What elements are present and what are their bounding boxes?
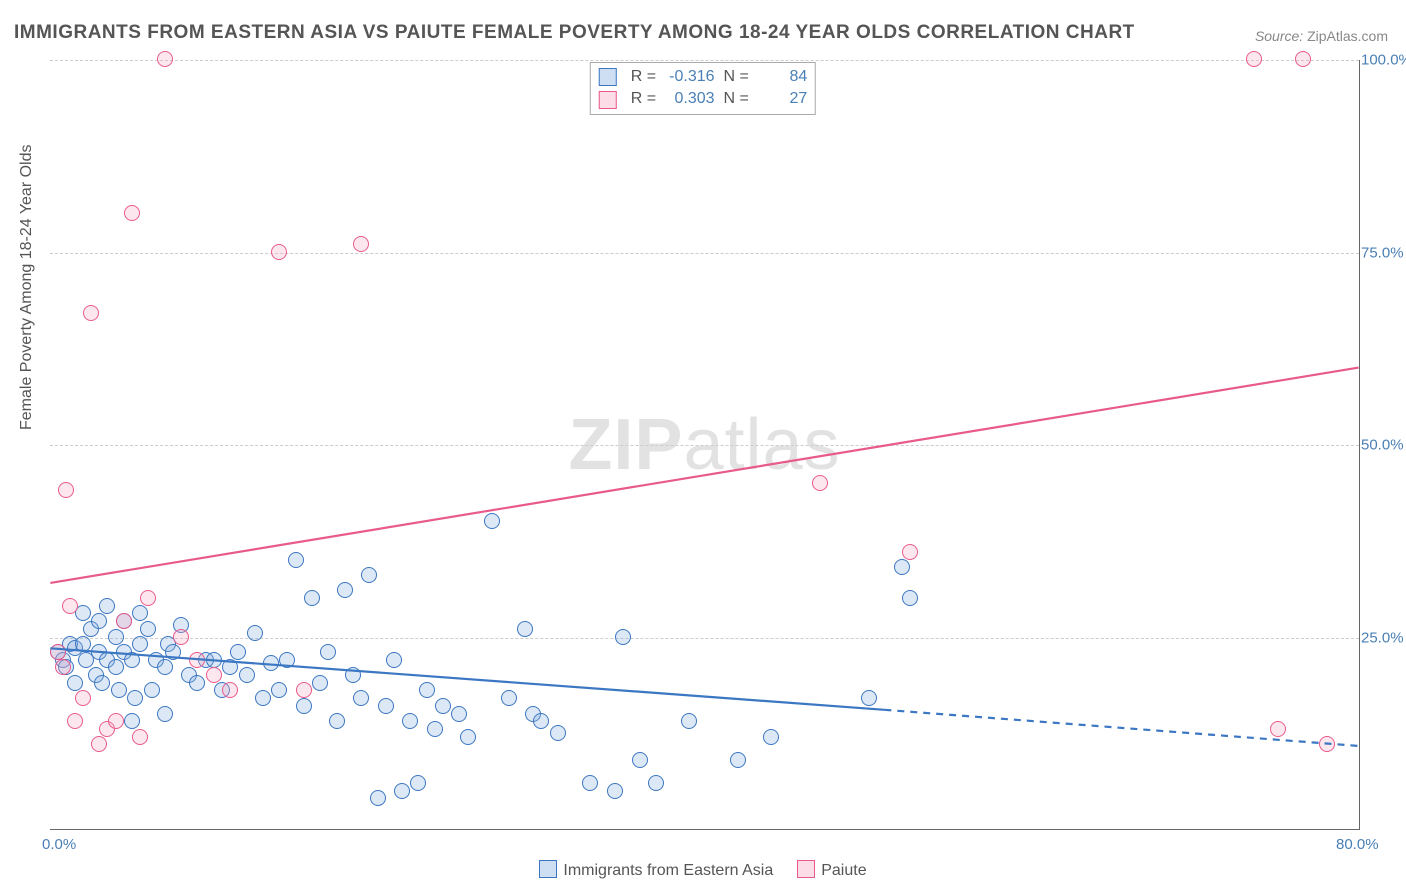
- eastern_asia-trend-line: [50, 648, 884, 710]
- eastern_asia-trend-line-extrapolated: [884, 710, 1358, 746]
- source-name: ZipAtlas.com: [1307, 28, 1388, 44]
- source-attribution: Source: ZipAtlas.com: [1255, 28, 1388, 44]
- y-axis-label: Female Poverty Among 18-24 Year Olds: [18, 145, 36, 431]
- paiute-swatch-icon: [797, 860, 815, 878]
- chart-title: IMMIGRANTS FROM EASTERN ASIA VS PAIUTE F…: [14, 22, 1135, 44]
- bottom-legend-item: Paiute: [797, 860, 866, 880]
- eastern_asia-swatch-icon: [599, 68, 617, 86]
- trend-lines-layer: [50, 60, 1359, 829]
- bottom-legend-label: Immigrants from Eastern Asia: [563, 862, 773, 879]
- x-tick-label: 0.0%: [42, 836, 76, 853]
- eastern_asia-swatch-icon: [539, 860, 557, 878]
- stat-legend-text: R = 0.303 N = 27: [631, 88, 807, 110]
- y-tick-label: 75.0%: [1361, 244, 1406, 261]
- stat-legend-text: R = -0.316 N = 84: [631, 66, 807, 88]
- x-tick-label: 80.0%: [1336, 836, 1379, 853]
- stat-legend-row: R = -0.316 N = 84: [599, 66, 807, 88]
- source-label: Source:: [1255, 28, 1303, 44]
- paiute-swatch-icon: [599, 91, 617, 109]
- paiute-trend-line: [50, 368, 1358, 583]
- stat-legend-row: R = 0.303 N = 27: [599, 88, 807, 110]
- plot-area: ZIPatlas 25.0%50.0%75.0%100.0%0.0%80.0%: [50, 60, 1360, 830]
- bottom-legend-item: Immigrants from Eastern Asia: [539, 860, 773, 880]
- y-tick-label: 50.0%: [1361, 437, 1406, 454]
- chart-container: IMMIGRANTS FROM EASTERN ASIA VS PAIUTE F…: [0, 0, 1406, 892]
- correlation-stat-legend: R = -0.316 N = 84R = 0.303 N = 27: [590, 62, 816, 115]
- bottom-legend-label: Paiute: [821, 862, 866, 879]
- y-tick-label: 25.0%: [1361, 629, 1406, 646]
- y-tick-label: 100.0%: [1361, 52, 1406, 69]
- bottom-legend: Immigrants from Eastern Asia Paiute: [0, 860, 1406, 880]
